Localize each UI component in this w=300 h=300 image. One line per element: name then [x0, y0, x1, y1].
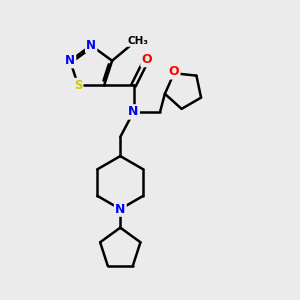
Text: S: S [74, 79, 82, 92]
Text: O: O [169, 65, 179, 78]
Text: N: N [86, 39, 96, 52]
Text: N: N [115, 202, 125, 216]
Text: O: O [142, 53, 152, 66]
Text: N: N [65, 54, 75, 67]
Text: N: N [128, 105, 139, 119]
Text: CH₃: CH₃ [128, 36, 148, 46]
